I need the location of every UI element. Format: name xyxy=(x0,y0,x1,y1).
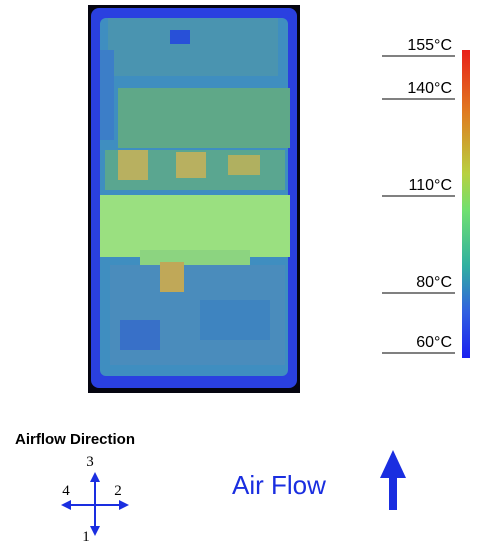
scale-label: 60°C xyxy=(416,334,452,351)
direction-label: 4 xyxy=(62,483,70,499)
scale-label: 110°C xyxy=(409,177,452,194)
air-flow-arrow xyxy=(380,450,406,510)
thermal-image xyxy=(88,5,300,393)
air-flow-label: Air Flow xyxy=(232,470,326,500)
scale-label: 80°C xyxy=(416,274,452,291)
colorbar-lines xyxy=(382,55,455,354)
direction-label: 1 xyxy=(82,529,90,545)
scale-label: 140°C xyxy=(407,80,452,97)
airflow-title: Airflow Direction xyxy=(15,431,135,448)
direction-label: 2 xyxy=(114,483,122,499)
direction-label: 3 xyxy=(86,454,94,470)
colorbar xyxy=(462,50,470,358)
scale-label: 155°C xyxy=(407,37,452,54)
compass xyxy=(61,472,129,536)
